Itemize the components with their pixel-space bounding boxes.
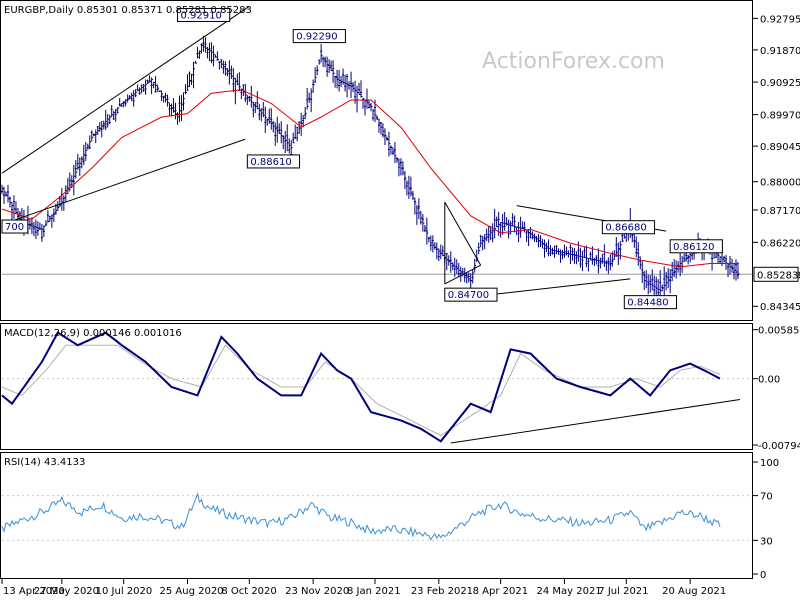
price-annotation: 0.84480 — [627, 298, 668, 309]
price-annotation: 0.92290 — [296, 32, 337, 43]
trendline — [11, 138, 246, 222]
price-annotation: 0.88610 — [250, 157, 291, 168]
price-ytick-label: 0.88000 — [760, 178, 800, 189]
x-tick-label: 8 Apr 2021 — [473, 586, 528, 597]
x-tick-label: 24 May 2021 — [536, 586, 601, 597]
price-ytick-label: 0.87170 — [760, 206, 800, 217]
rsi-panel-frame — [0, 452, 753, 579]
macd-ytick-label: 0.00 — [758, 375, 780, 386]
rsi-line — [1, 492, 721, 541]
rsi-ytick-label: 30 — [760, 536, 773, 547]
watermark: ActionForex.com — [482, 49, 665, 74]
price-panel: 0.92795 0.91870 0.90925 0.89970 0.89045 0.880… — [1, 5, 800, 313]
price-annotation-box — [623, 295, 678, 310]
price-annotation-box — [601, 220, 656, 235]
rsi-ytick-label: 70 — [760, 492, 773, 503]
macd-signal-line — [1, 344, 721, 437]
trendline — [444, 201, 482, 266]
price-annotation: 0.84700 — [448, 290, 489, 301]
price-ytick-label: 0.89970 — [760, 111, 800, 122]
price-annotation-box — [177, 7, 231, 22]
price-annotation-box — [444, 287, 498, 302]
price-annotation: 0.92910 — [181, 10, 222, 21]
current-price-label: 0.85283 — [757, 270, 798, 281]
x-tick-label: 27 May 2020 — [34, 586, 99, 597]
macd-ytick-label: -0.007945 — [758, 441, 800, 452]
macd-trendline — [450, 399, 741, 444]
price-annotation: 700 — [5, 222, 24, 233]
x-tick-label: 23 Nov 2020 — [285, 586, 349, 597]
price-header: EURGBP,Daily 0.85301 0.85371 0.85281 0.8… — [4, 5, 252, 16]
macd-line — [1, 331, 721, 443]
macd-panel: 0.005858 0.00 -0.007945 — [1, 326, 800, 452]
macd-panel-frame — [0, 323, 753, 450]
price-annotation: 0.86120 — [673, 242, 714, 253]
macd-header: MACD(12,26,9) 0.000146 0.001016 — [4, 328, 182, 339]
rsi-ytick-label: 0 — [760, 570, 766, 581]
trendline — [480, 278, 631, 297]
x-tick-label: 25 Aug 2020 — [159, 586, 223, 597]
candles — [1, 35, 740, 305]
price-annotation-box — [292, 29, 346, 44]
price-ytick-label: 0.86220 — [760, 238, 800, 249]
x-tick-label: 7 Jul 2021 — [598, 586, 648, 597]
current-price-box — [753, 266, 799, 282]
price-annotation: 0.86680 — [605, 223, 646, 234]
x-tick-label: 10 Jul 2020 — [96, 586, 153, 597]
price-ytick-label: 0.84345 — [760, 302, 800, 313]
rsi-ytick-label: 100 — [760, 458, 779, 469]
x-tick-label: 13 Apr 2020 — [3, 586, 65, 597]
price-annotation-box — [669, 239, 723, 254]
macd-ytick-label: 0.005858 — [758, 326, 800, 337]
price-ytick-label: 0.91870 — [760, 46, 800, 57]
x-tick-label: 8 Oct 2020 — [221, 586, 276, 597]
moving-average-line — [1, 89, 738, 268]
price-panel-frame — [0, 0, 753, 321]
price-annotation-box — [1, 219, 29, 234]
x-tick-label: 8 Jan 2021 — [347, 586, 401, 597]
price-annotation-box — [246, 154, 301, 169]
trendline — [444, 264, 481, 285]
rsi-panel: 100 70 30 0 — [1, 458, 779, 581]
price-ytick-label: 0.90925 — [760, 78, 800, 89]
trendline — [1, 5, 250, 174]
x-tick-label: 20 Aug 2021 — [662, 586, 726, 597]
rsi-header: RSI(14) 43.4133 — [4, 457, 85, 468]
price-ytick-label: 0.92795 — [760, 14, 800, 25]
x-tick-label: 23 Feb 2021 — [411, 586, 473, 597]
price-ytick-label: 0.89045 — [760, 142, 800, 153]
